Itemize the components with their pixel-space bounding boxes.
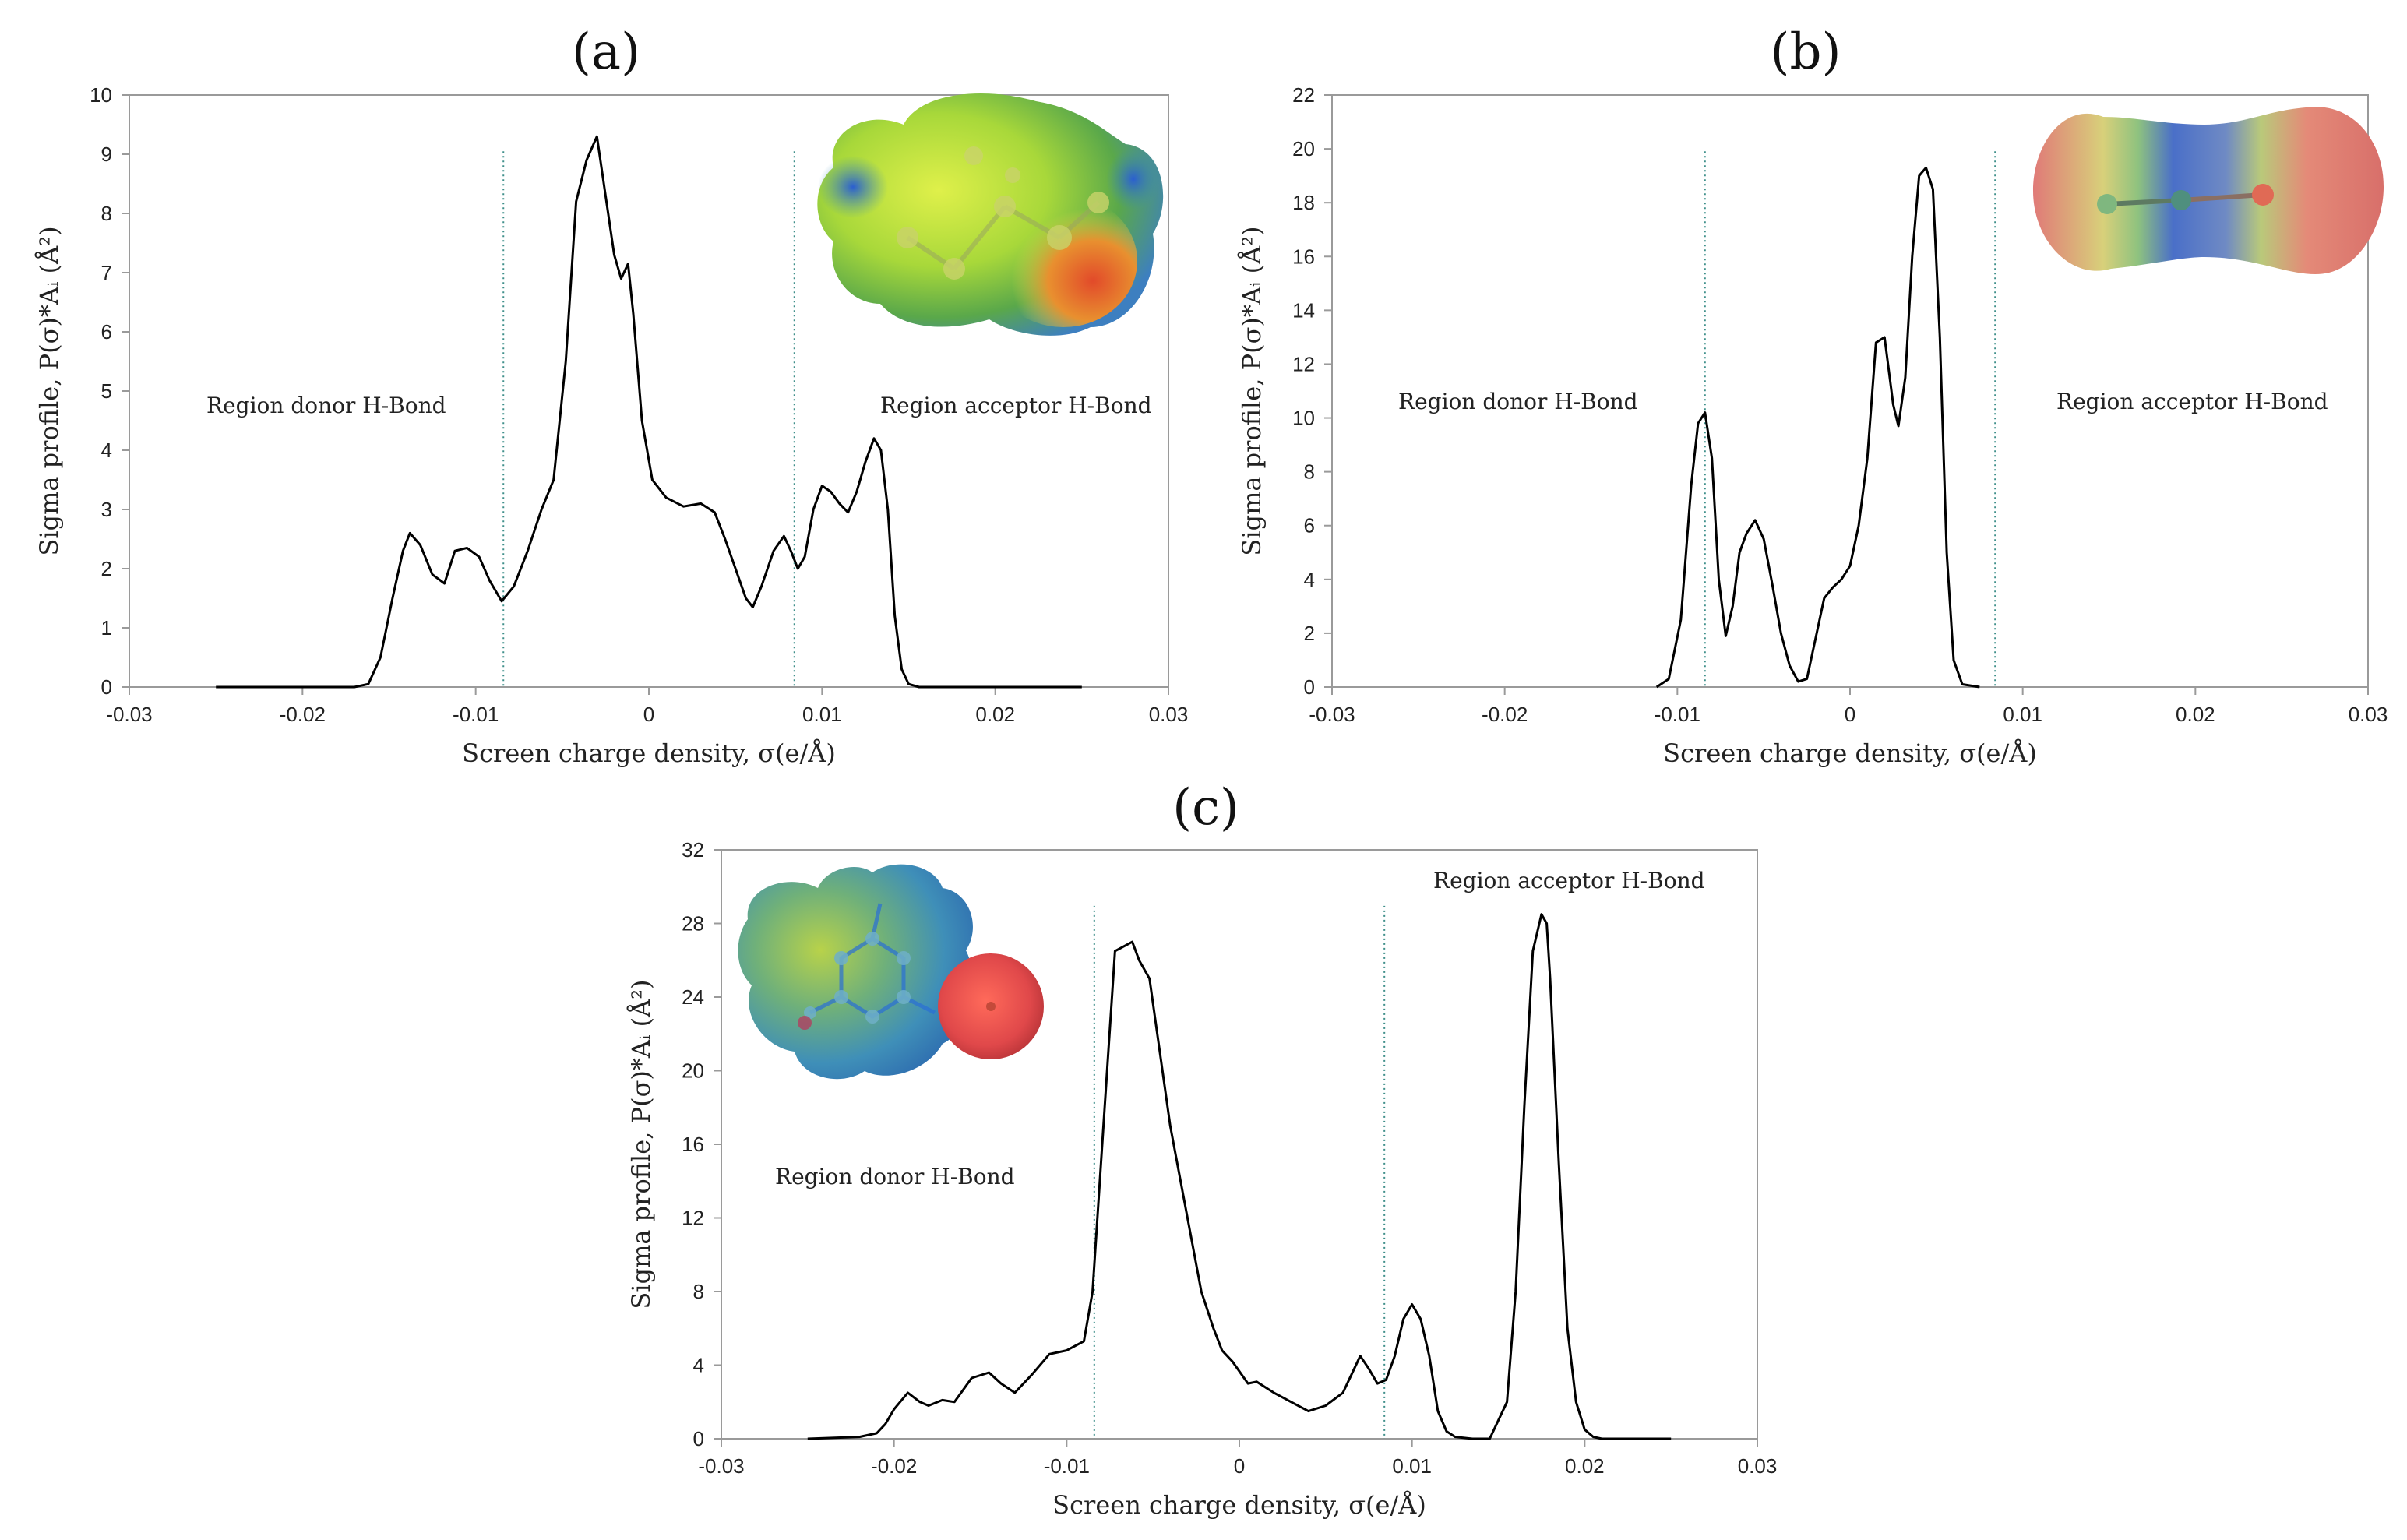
y-tick-label-b: 14	[1292, 298, 1315, 322]
x-tick-label-a: -0.02	[280, 703, 326, 726]
plot-area-a: -0.03 -0.02 -0.01 0 0.01 0.02 0.03 0 1 2 3 4 5 6 7 8 9 10…	[34, 83, 1188, 768]
molecule-surface-c-illustration	[738, 864, 1044, 1080]
y-axis-title-a: Sigma profile, P(σ)*Aᵢ (Å²)	[34, 226, 64, 555]
y-tick-label-a: 1	[101, 616, 112, 640]
panel-label-b: (b)	[1771, 23, 1841, 81]
y-tick-label-c: 16	[682, 1133, 704, 1156]
x-axis-title-c: Screen charge density, σ(e/Å)	[1052, 1490, 1426, 1520]
x-axis-title-b: Screen charge density, σ(e/Å)	[1663, 738, 2037, 768]
x-tick-label-c: 0.02	[1565, 1454, 1605, 1478]
x-tick-label-b: 0	[1845, 703, 1855, 726]
x-tick-label-c: 0.03	[1738, 1454, 1778, 1478]
y-tick-label-c: 4	[693, 1354, 704, 1377]
x-tick-label-c: 0.01	[1392, 1454, 1432, 1478]
x-tick-label-c: 0	[1234, 1454, 1245, 1478]
y-tick-label-b: 16	[1292, 245, 1315, 268]
x-tick-label-b: 0.01	[2003, 703, 2042, 726]
y-tick-label-a: 7	[101, 261, 112, 284]
x-axis-title-a: Screen charge density, σ(e/Å)	[462, 738, 836, 768]
y-axis-title-c: Sigma profile, P(σ)*Aᵢ (Å²)	[626, 979, 656, 1309]
y-tick-label-a: 4	[101, 439, 112, 462]
y-tick-label-a: 5	[101, 379, 112, 403]
y-tick-label-b: 20	[1292, 137, 1315, 160]
series-line-a	[216, 135, 1082, 689]
chart-b: -0.03 -0.02 -0.01 0 0.01 0.02 0.03 0 2 4 6 8 10 12 14 1…	[1237, 83, 2388, 768]
y-axis-title-b: Sigma profile, P(σ)*Aᵢ (Å²)	[1237, 226, 1267, 555]
y-tick-label-b: 12	[1292, 352, 1315, 375]
y-tick-label-c: 20	[682, 1059, 704, 1083]
plot-area-c: -0.03 -0.02 -0.01 0 0.01 0.02 0.03 0 4 8 12 16 20 24 2…	[626, 838, 1777, 1520]
y-tick-label-a: 9	[101, 143, 112, 166]
x-tick-label-b: -0.02	[1482, 703, 1528, 726]
x-tick-label-a: 0	[643, 703, 654, 726]
x-tick-label-b: -0.01	[1655, 703, 1700, 726]
x-tick-label-b: 0.02	[2176, 703, 2215, 726]
series-line-b	[1655, 166, 1980, 689]
y-tick-label-b: 4	[1304, 568, 1315, 591]
y-tick-label-c: 0	[693, 1427, 704, 1450]
x-tick-label-c: -0.01	[1044, 1454, 1090, 1478]
y-tick-label-a: 8	[101, 202, 112, 225]
x-tick-label-a: 0.03	[1149, 703, 1189, 726]
region-acceptor-label-c: Region acceptor H-Bond	[1433, 868, 1705, 893]
x-tick-label-c: -0.03	[698, 1454, 744, 1478]
y-tick-label-a: 10	[90, 83, 112, 107]
panel-label-c: (c)	[1172, 779, 1239, 837]
y-tick-label-b: 6	[1304, 514, 1315, 537]
y-tick-label-a: 0	[101, 675, 112, 699]
y-tick-label-a: 6	[101, 320, 112, 344]
y-tick-label-c: 12	[682, 1207, 704, 1230]
x-tick-label-a: 0.01	[802, 703, 842, 726]
y-tick-label-b: 2	[1304, 622, 1315, 645]
y-tick-label-b: 0	[1304, 675, 1315, 699]
x-tick-label-b: -0.03	[1309, 703, 1355, 726]
y-tick-label-c: 28	[682, 912, 704, 936]
y-tick-label-c: 24	[682, 985, 704, 1009]
series-line-c	[807, 913, 1672, 1440]
chart-a: -0.03 -0.02 -0.01 0 0.01 0.02 0.03 0 1 2 3 4 5 6 7 8 9 10…	[34, 83, 1188, 768]
plot-area-b: -0.03 -0.02 -0.01 0 0.01 0.02 0.03 0 2 4 6 8 10 12 14 1…	[1237, 83, 2388, 768]
y-tick-label-c: 32	[682, 838, 704, 862]
x-tick-label-a: -0.03	[106, 703, 152, 726]
y-tick-label-b: 10	[1292, 407, 1315, 430]
region-donor-label-a: Region donor H-Bond	[206, 393, 446, 418]
region-acceptor-label-a: Region acceptor H-Bond	[880, 393, 1152, 418]
y-tick-label-a: 3	[101, 498, 112, 521]
x-tick-label-a: -0.01	[453, 703, 499, 726]
x-tick-label-c: -0.02	[871, 1454, 917, 1478]
y-tick-label-b: 18	[1292, 191, 1315, 214]
region-donor-label-c: Region donor H-Bond	[775, 1164, 1015, 1189]
x-tick-label-b: 0.03	[2349, 703, 2388, 726]
x-tick-label-a: 0.02	[975, 703, 1015, 726]
y-tick-label-b: 8	[1304, 460, 1315, 484]
molecule-surface-a-illustration	[817, 93, 1164, 336]
region-donor-label-b: Region donor H-Bond	[1398, 389, 1638, 414]
y-tick-label-a: 2	[101, 557, 112, 580]
region-acceptor-label-b: Region acceptor H-Bond	[2056, 389, 2328, 414]
chart-c: -0.03 -0.02 -0.01 0 0.01 0.02 0.03 0 4 8 12 16 20 24 2…	[626, 838, 1777, 1520]
y-tick-label-b: 22	[1292, 83, 1315, 107]
panel-label-a: (a)	[572, 23, 640, 81]
y-tick-label-c: 8	[693, 1280, 704, 1303]
molecule-surface-b-illustration	[2033, 107, 2384, 275]
